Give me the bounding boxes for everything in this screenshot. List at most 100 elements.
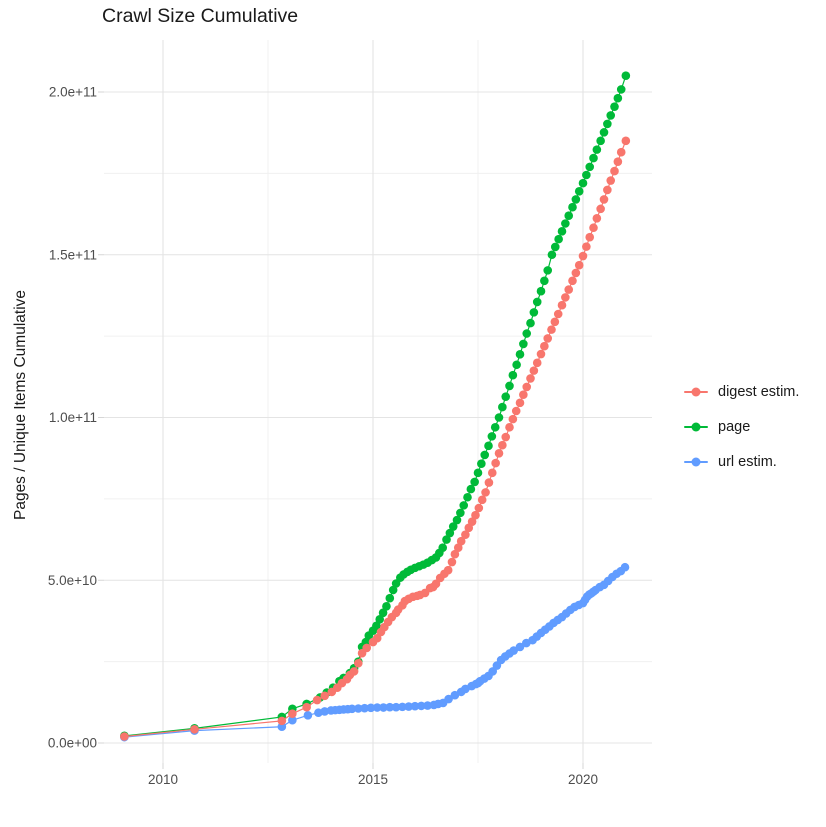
data-point <box>508 370 518 380</box>
data-point <box>616 85 626 94</box>
data-point <box>571 268 581 278</box>
data-point <box>501 392 511 401</box>
data-point <box>466 484 476 494</box>
data-point <box>610 166 619 176</box>
data-point <box>515 350 525 359</box>
data-point <box>354 704 363 713</box>
data-point <box>487 468 497 478</box>
axis-ticks <box>98 91 584 769</box>
data-point <box>473 468 483 478</box>
data-point <box>498 440 507 450</box>
data-point <box>382 601 391 611</box>
grid-minor <box>104 40 652 763</box>
data-point <box>505 381 514 391</box>
data-point <box>606 176 616 185</box>
data-point <box>511 406 521 416</box>
data-point <box>613 157 623 166</box>
data-point <box>550 317 560 327</box>
data-point <box>372 703 382 712</box>
y-tick-label: 0.0e+00 <box>48 736 97 751</box>
legend-item-url-estim-: url estim. <box>684 450 799 474</box>
data-point <box>477 495 487 505</box>
data-point <box>568 202 577 212</box>
data-point <box>459 501 469 510</box>
legend: digest estim. page url estim. <box>684 380 799 485</box>
series-layer <box>120 71 631 742</box>
data-point <box>490 422 500 432</box>
data-point <box>564 285 574 294</box>
data-point <box>312 695 322 705</box>
data-point <box>557 227 567 236</box>
data-point <box>404 702 414 711</box>
data-point <box>448 522 458 531</box>
data-point <box>375 615 385 624</box>
x-tick-label: 2020 <box>568 772 598 787</box>
data-point <box>474 503 484 513</box>
data-point <box>574 260 584 270</box>
data-point <box>540 276 549 286</box>
data-point <box>543 334 553 343</box>
data-point <box>443 565 453 575</box>
data-point <box>610 102 619 111</box>
data-point <box>508 414 518 424</box>
x-axis-tick-labels: 2010 2015 2020 <box>148 772 598 787</box>
data-point <box>501 432 511 442</box>
data-point <box>417 701 426 711</box>
data-point <box>543 266 553 275</box>
data-point <box>505 422 514 432</box>
data-point <box>621 136 631 146</box>
data-point <box>603 119 612 129</box>
x-tick-label: 2015 <box>358 772 388 787</box>
data-point <box>582 242 591 251</box>
data-point <box>320 691 330 701</box>
legend-label: digest estim. <box>718 384 800 400</box>
data-point <box>484 478 494 487</box>
y-axis-tick-labels: 0.0e+00 5.0e+10 1.0e+11 1.5e+11 2.0e+11 <box>48 85 97 751</box>
data-point <box>509 646 518 655</box>
data-point <box>568 276 577 286</box>
data-point <box>571 195 581 204</box>
legend-label: page <box>718 419 751 435</box>
data-point <box>532 297 542 307</box>
data-point <box>536 349 546 359</box>
data-point <box>372 633 382 643</box>
data-point <box>190 725 199 734</box>
data-point <box>366 703 376 713</box>
data-point <box>578 178 588 188</box>
data-point <box>522 329 532 338</box>
data-point <box>288 715 297 725</box>
data-point <box>444 694 453 704</box>
data-point <box>378 608 388 618</box>
data-point <box>599 128 609 137</box>
data-point <box>620 562 630 572</box>
data-point <box>519 390 528 400</box>
data-point <box>456 508 465 518</box>
data-point <box>360 703 369 713</box>
data-point <box>354 658 363 668</box>
data-point <box>398 702 407 712</box>
data-point <box>347 704 357 714</box>
data-point <box>494 449 504 458</box>
y-tick-label: 1.0e+11 <box>49 410 97 425</box>
x-tick-label: 2010 <box>148 772 178 787</box>
data-point <box>470 477 479 487</box>
data-point <box>442 535 451 544</box>
data-point <box>592 213 602 223</box>
data-point <box>519 339 528 349</box>
data-point <box>589 223 598 233</box>
legend-key-icon <box>684 450 708 474</box>
data-point <box>302 702 311 712</box>
data-point <box>385 593 395 603</box>
data-point <box>589 153 598 163</box>
data-point <box>613 93 623 103</box>
data-point <box>423 701 432 710</box>
data-point <box>277 716 287 726</box>
data-point <box>557 300 567 310</box>
data-point <box>410 701 420 711</box>
data-point <box>349 667 359 676</box>
series-digest-estim- <box>120 136 631 741</box>
data-point <box>288 709 297 719</box>
data-point <box>578 251 588 261</box>
data-point <box>438 543 448 552</box>
data-point <box>574 186 584 196</box>
